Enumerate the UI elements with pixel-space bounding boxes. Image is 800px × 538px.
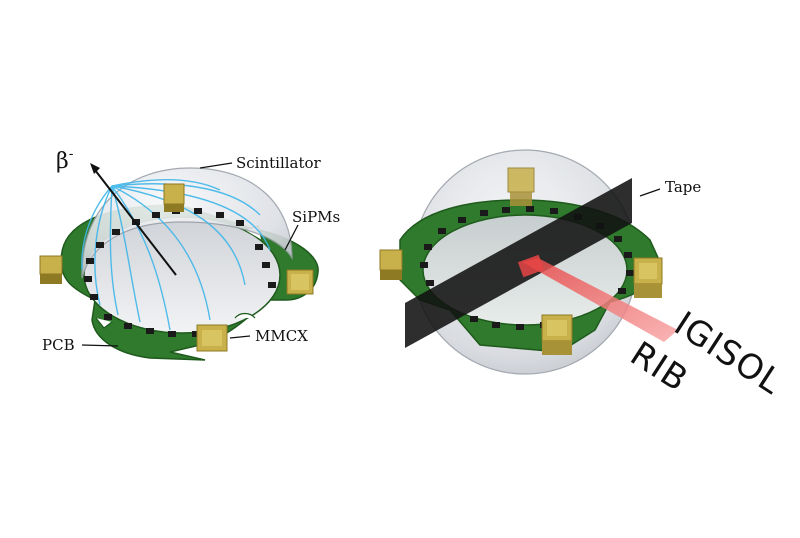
right-detector: Tape IGISOL RIB: [379, 149, 789, 403]
mmcx-label: MMCX: [255, 327, 308, 345]
right-connector-left: [379, 249, 403, 280]
rib-beam: [522, 258, 678, 342]
beta-trajectory: [94, 169, 177, 276]
pcb-label: PCB: [42, 336, 75, 354]
right-connector-right: [633, 257, 663, 298]
scintillator-label: Scintillator: [236, 154, 322, 172]
left-connector-bottom: [196, 324, 228, 352]
sipms-label: SiPMs: [292, 208, 340, 226]
left-detector: β- Scintillator SiPMs PCB MMCX: [39, 146, 340, 361]
right-connector-bottom: [541, 314, 573, 355]
beta-arrowhead: [90, 163, 100, 174]
left-connector-left: [39, 255, 63, 284]
right-connector-top: [507, 167, 535, 206]
left-connector-right: [286, 269, 314, 295]
light-tracks: [81, 179, 271, 331]
tape-label: Tape: [665, 178, 701, 196]
left-connector-top: [163, 183, 185, 212]
beta-label: β-: [56, 146, 74, 174]
igisol-label: IGISOL: [667, 304, 789, 403]
